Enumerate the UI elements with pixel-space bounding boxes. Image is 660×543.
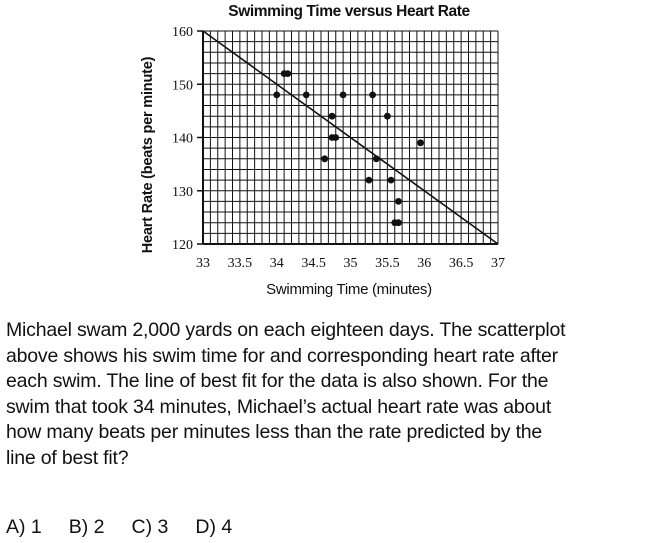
best-fit-layer bbox=[202, 30, 499, 245]
data-point bbox=[387, 176, 395, 184]
x-tick-label: 34.5 bbox=[301, 256, 326, 271]
data-point bbox=[383, 112, 391, 120]
x-tick-label: 33.5 bbox=[228, 256, 253, 271]
x-tick-label: 36 bbox=[417, 256, 431, 271]
question-line: Michael swam 2,000 yards on each eightee… bbox=[6, 319, 566, 341]
y-axis-label: Heart Rate (beats per minute) bbox=[140, 56, 156, 253]
data-point bbox=[369, 91, 377, 99]
data-point bbox=[321, 155, 329, 163]
best-fit-line bbox=[202, 30, 499, 245]
data-point bbox=[302, 91, 310, 99]
chart-grid bbox=[202, 30, 499, 245]
scatter-chart: 33 33.5 34 34.5 35 35.5 36 36.5 37 1201301401501… bbox=[140, 3, 505, 298]
y-tick-label: 150 bbox=[172, 78, 193, 93]
data-points bbox=[273, 70, 424, 227]
question-line: swim that took 34 minutes, Michael’s act… bbox=[6, 395, 552, 418]
chart-title: Swimming Time versus Heart Rate bbox=[228, 3, 470, 20]
data-point bbox=[372, 155, 380, 163]
question-line: line of best fit? bbox=[6, 446, 129, 469]
x-tick-label: 35 bbox=[344, 256, 358, 271]
x-tick-label: 37 bbox=[491, 256, 505, 271]
y-tick-labels: 120 130 140 150 160 bbox=[172, 25, 203, 253]
question-line: above shows his swim time for and corres… bbox=[6, 344, 558, 367]
data-point bbox=[339, 91, 347, 99]
y-tick-label: 140 bbox=[172, 132, 193, 147]
question-line: how many beats per minutes less than the… bbox=[6, 421, 543, 444]
choice-d[interactable]: D) 4 bbox=[195, 516, 233, 538]
data-point bbox=[332, 134, 340, 141]
data-point bbox=[395, 198, 402, 205]
y-tick-label: 130 bbox=[172, 185, 193, 200]
question-text: Michael swam 2,000 yards on each eightee… bbox=[6, 318, 658, 472]
x-tick-label: 34 bbox=[270, 256, 284, 271]
x-tick-label: 35.5 bbox=[375, 256, 400, 271]
data-point bbox=[365, 176, 373, 184]
choice-b[interactable]: B) 2 bbox=[68, 516, 105, 538]
data-point bbox=[395, 219, 402, 227]
question-line: each swim. The line of best fit for the … bbox=[6, 370, 549, 393]
data-point bbox=[273, 91, 281, 99]
y-tick-label: 120 bbox=[172, 238, 193, 253]
x-axis-label: Swimming Time (minutes) bbox=[266, 281, 432, 298]
answer-choices: A) 1 B) 2 C) 3 D) 4 bbox=[6, 514, 259, 540]
x-tick-labels: 33 33.5 34 34.5 35 35.5 36 36.5 37 bbox=[196, 256, 505, 271]
data-point bbox=[328, 112, 336, 120]
choice-a[interactable]: A) 1 bbox=[6, 516, 42, 538]
data-point bbox=[284, 70, 292, 77]
choice-c[interactable]: C) 3 bbox=[131, 516, 169, 538]
data-point bbox=[417, 139, 424, 147]
x-tick-label: 33 bbox=[196, 256, 210, 271]
x-tick-label: 36.5 bbox=[449, 256, 474, 271]
y-tick-label: 160 bbox=[172, 25, 193, 40]
